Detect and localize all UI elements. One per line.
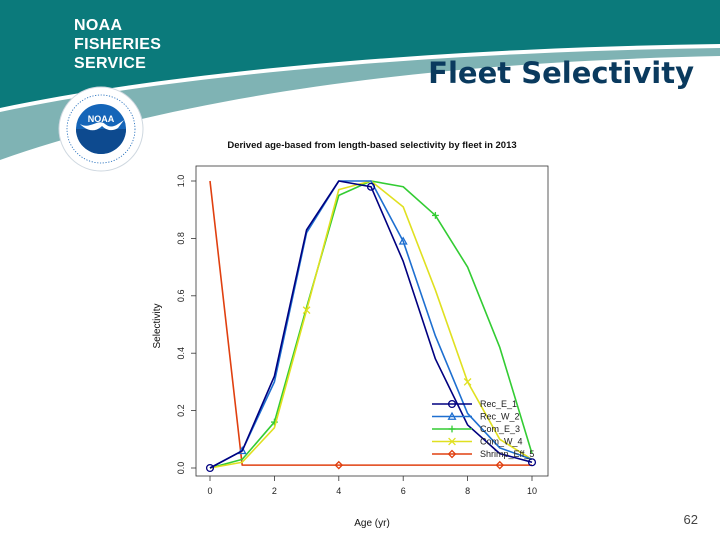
x-axis: 0 2 4 6 8 10 bbox=[207, 476, 537, 496]
x-tick-label: 10 bbox=[527, 486, 537, 496]
x-tick-label: 4 bbox=[336, 486, 341, 496]
series-Rec_W_2 bbox=[209, 180, 533, 469]
x-tick-label: 8 bbox=[465, 486, 470, 496]
legend-label: Rec_E_1 bbox=[480, 399, 517, 409]
data-point bbox=[334, 460, 344, 470]
wordmark-line: FISHERIES bbox=[74, 36, 162, 53]
header-band-fill bbox=[0, 0, 720, 108]
legend-item: Rec_W_2 bbox=[432, 412, 520, 422]
data-point bbox=[398, 236, 408, 245]
x-tick-label: 0 bbox=[207, 486, 212, 496]
series-line bbox=[209, 180, 533, 469]
page-number: 62 bbox=[683, 512, 698, 527]
series-Rec_E_1 bbox=[205, 180, 537, 473]
legend-item: Shrimp_Eff_5 bbox=[432, 449, 534, 459]
legend: Rec_E_1 Rec_W_2 Com_E_3 Com_W_4 Shrimp_Eff_5 bbox=[432, 399, 534, 459]
data-point bbox=[302, 306, 311, 315]
y-tick-label: 0.6 bbox=[176, 290, 186, 303]
data-point bbox=[495, 460, 505, 470]
y-tick-label: 0.2 bbox=[176, 404, 186, 417]
slide-title: Fleet Selectivity bbox=[428, 56, 694, 90]
legend-label: Rec_W_2 bbox=[480, 412, 520, 422]
series-line bbox=[209, 180, 532, 466]
legend-label: Com_W_4 bbox=[480, 437, 523, 447]
legend-item: Com_E_3 bbox=[432, 424, 520, 434]
data-point bbox=[432, 212, 439, 219]
data-point bbox=[366, 182, 376, 191]
chart-title: Derived age-based from length-based sele… bbox=[227, 140, 516, 151]
selectivity-chart: Derived age-based from length-based sele… bbox=[152, 140, 549, 529]
data-point bbox=[237, 446, 247, 455]
svg-text:NOAA: NOAA bbox=[88, 114, 115, 124]
plot-frame bbox=[195, 165, 549, 477]
y-axis-label: Selectivity bbox=[152, 303, 163, 348]
y-tick-label: 0.0 bbox=[176, 462, 186, 475]
x-axis-label: Age (yr) bbox=[354, 518, 390, 529]
legend-marker bbox=[447, 399, 457, 409]
wordmark-line: SERVICE bbox=[74, 55, 147, 72]
series-layer bbox=[205, 180, 537, 473]
legend-marker bbox=[447, 449, 457, 459]
header-band bbox=[0, 0, 720, 160]
data-point bbox=[205, 463, 215, 473]
legend-marker bbox=[447, 411, 457, 420]
y-axis: 0.0 0.2 0.4 0.6 0.8 1.0 bbox=[176, 175, 196, 475]
legend-item: Rec_E_1 bbox=[432, 399, 517, 409]
legend-marker bbox=[448, 425, 456, 433]
x-tick-label: 2 bbox=[272, 486, 277, 496]
data-point bbox=[527, 458, 537, 467]
series-Shrimp_Eff_5 bbox=[209, 180, 532, 470]
y-tick-label: 0.8 bbox=[176, 232, 186, 245]
legend-item: Com_W_4 bbox=[432, 437, 523, 447]
legend-label: Com_E_3 bbox=[480, 424, 520, 434]
y-tick-label: 0.4 bbox=[176, 347, 186, 360]
header-band-shadow bbox=[0, 48, 720, 160]
data-point bbox=[463, 378, 472, 386]
y-tick-label: 1.0 bbox=[176, 175, 186, 188]
wordmark-line: NOAA bbox=[74, 17, 123, 34]
x-tick-label: 6 bbox=[401, 486, 406, 496]
noaa-bird-emblem-icon: NOAA bbox=[58, 86, 144, 172]
legend-label: Shrimp_Eff_5 bbox=[480, 449, 534, 459]
noaa-fisheries-wordmark: NOAA FISHERIES SERVICE bbox=[74, 16, 161, 73]
legend-marker bbox=[448, 437, 456, 446]
series-line bbox=[209, 180, 533, 469]
